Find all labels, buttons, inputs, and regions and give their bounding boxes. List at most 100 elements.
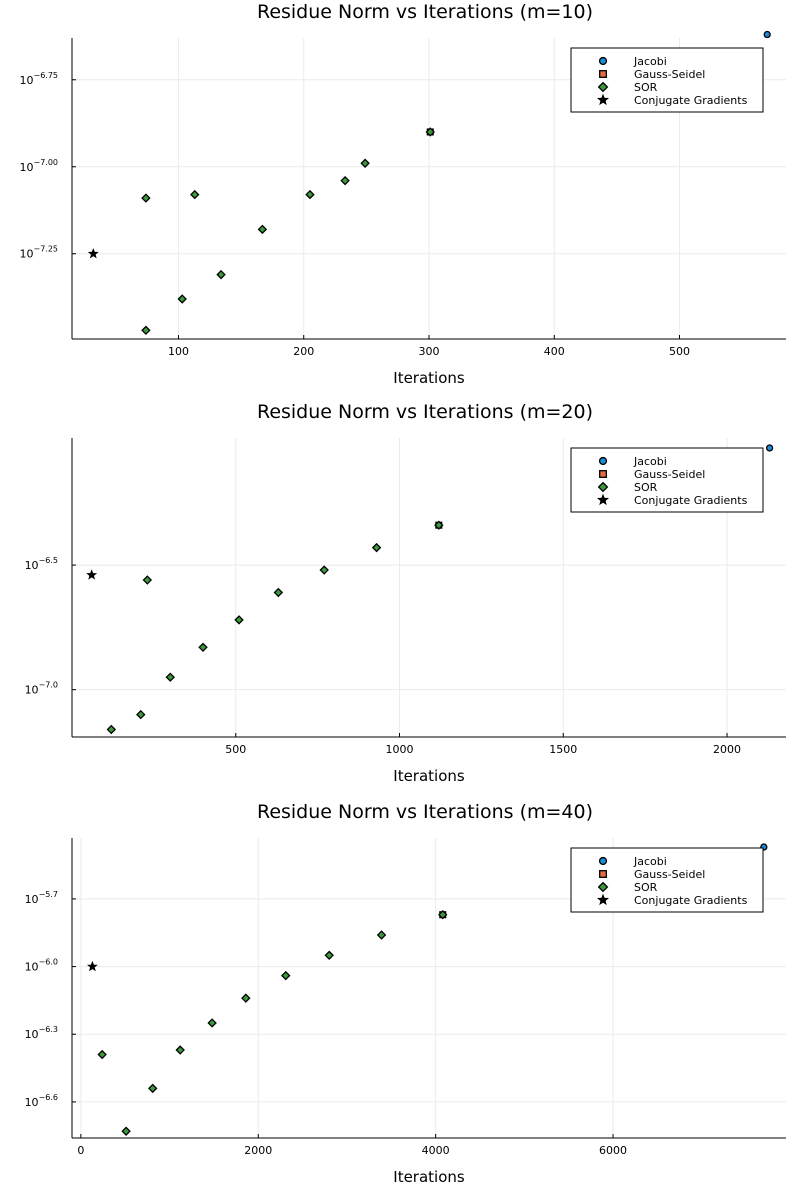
x-tick-label: 6000 — [599, 1144, 627, 1157]
data-point — [106, 724, 117, 735]
data-point — [207, 1018, 217, 1028]
legend-entry: SOR — [634, 81, 658, 94]
legend-entry: Conjugate Gradients — [634, 894, 748, 907]
data-point — [165, 672, 175, 682]
legend-marker — [596, 493, 610, 506]
data-point — [324, 950, 334, 961]
data-point — [141, 325, 151, 336]
data-point — [142, 575, 153, 585]
y-tick-label: 10−6.75 — [19, 71, 58, 87]
data-point — [141, 193, 151, 203]
data-point — [136, 709, 146, 720]
x-axis-label: Iterations — [393, 1168, 465, 1186]
y-tick-label: 10−6.3 — [25, 1025, 58, 1041]
data-point — [147, 1083, 158, 1094]
legend-marker — [597, 481, 609, 493]
y-tick-label: 10−6.5 — [25, 556, 58, 572]
legend-entry: SOR — [634, 481, 658, 494]
data-point — [198, 642, 208, 653]
data-point — [340, 175, 350, 186]
data-point — [765, 444, 774, 452]
series-conjugate-gradients — [86, 960, 98, 972]
legend-entry: Jacobi — [633, 55, 667, 68]
data-point — [360, 158, 370, 168]
x-tick-label: 2000 — [713, 743, 741, 756]
legend-entry: Gauss-Seidel — [634, 868, 705, 881]
data-point — [371, 542, 382, 553]
legend-marker — [599, 470, 607, 478]
legend-marker — [596, 893, 610, 906]
legend-marker — [597, 81, 609, 93]
data-point — [438, 909, 448, 920]
data-point — [257, 224, 268, 235]
data-point — [234, 615, 244, 625]
data-point — [175, 1045, 185, 1055]
data-point — [763, 30, 771, 39]
data-point — [434, 520, 444, 530]
x-tick-label: 4000 — [422, 1144, 450, 1157]
data-point — [425, 127, 435, 137]
legend-entry: Conjugate Gradients — [634, 94, 748, 107]
data-point — [177, 294, 187, 304]
series-sor — [97, 909, 448, 1136]
data-point — [86, 569, 98, 580]
y-tick-label: 10−6.0 — [25, 958, 58, 974]
data-point — [86, 960, 98, 972]
data-point — [87, 248, 99, 259]
x-tick-label: 1500 — [549, 743, 577, 756]
series-jacobi — [765, 444, 774, 452]
data-point — [241, 993, 251, 1003]
x-tick-label: 0 — [77, 1144, 84, 1157]
x-tick-label: 400 — [544, 345, 565, 358]
data-point — [121, 1126, 131, 1136]
series-sor — [141, 127, 435, 336]
x-axis-label: Iterations — [393, 767, 465, 785]
legend-entry: Jacobi — [633, 455, 667, 468]
legend-marker — [599, 70, 607, 78]
data-point — [376, 930, 387, 940]
data-point — [190, 189, 200, 200]
data-point — [281, 970, 291, 981]
legend-marker — [598, 856, 608, 866]
legend-marker — [598, 56, 608, 66]
chart-panel-2: Residue Norm vs Iterations (m=20) 500 1000… — [25, 401, 786, 785]
chart-panel-1: Residue Norm vs Iterations (m=10) 100 200 3… — [19, 1, 786, 387]
y-tick-label: 10−7.25 — [19, 245, 58, 261]
y-tick-label: 10−7.00 — [19, 158, 58, 174]
x-tick-label: 1000 — [386, 743, 414, 756]
legend-marker — [598, 456, 608, 466]
x-tick-label: 500 — [669, 345, 690, 358]
legend-entry: Jacobi — [633, 855, 667, 868]
chart-title: Residue Norm vs Iterations (m=20) — [257, 401, 593, 423]
y-tick-label: 10−7.0 — [25, 681, 58, 697]
series-jacobi — [763, 30, 771, 39]
series-conjugate-gradients — [86, 569, 98, 580]
legend-entry: Gauss-Seidel — [634, 68, 705, 81]
data-point — [319, 565, 329, 575]
y-tick-label: 10−6.6 — [25, 1093, 58, 1109]
legend-marker — [597, 881, 609, 893]
x-tick-label: 100 — [168, 345, 189, 358]
legend-entry: Gauss-Seidel — [634, 468, 705, 481]
chart-title: Residue Norm vs Iterations (m=40) — [257, 801, 593, 823]
series-conjugate-gradients — [87, 248, 99, 259]
chart-panel-3: Residue Norm vs Iterations (m=40) 0 2000 40… — [25, 801, 786, 1186]
data-point — [273, 587, 284, 598]
x-tick-label: 500 — [225, 743, 246, 756]
x-axis-label: Iterations — [393, 369, 465, 387]
legend-marker — [596, 93, 610, 106]
legend-marker — [599, 870, 607, 878]
y-tick-label: 10−5.7 — [25, 890, 58, 906]
x-tick-label: 2000 — [244, 1144, 272, 1157]
data-point — [97, 1049, 107, 1060]
legend-entry: SOR — [634, 881, 658, 894]
x-tick-label: 300 — [419, 345, 440, 358]
data-point — [216, 269, 226, 280]
data-point — [305, 189, 315, 200]
series-sor — [106, 520, 444, 735]
x-tick-label: 200 — [293, 345, 314, 358]
legend-entry: Conjugate Gradients — [634, 494, 748, 507]
chart-title: Residue Norm vs Iterations (m=10) — [257, 1, 593, 23]
